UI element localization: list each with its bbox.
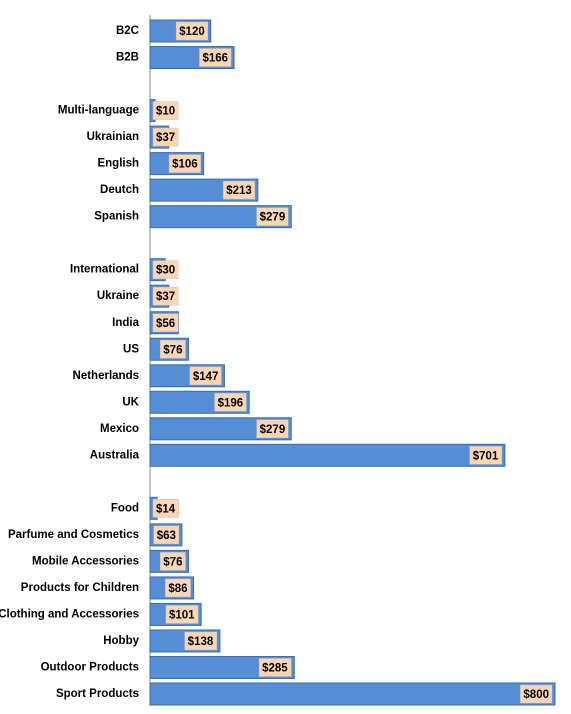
value-label-box — [175, 21, 208, 41]
category-label: Spanish — [94, 211, 139, 223]
category-label: India — [112, 317, 139, 329]
category-label: Ukraine — [97, 290, 139, 302]
category-label: Products for Children — [21, 582, 139, 594]
value-label-box — [222, 180, 256, 200]
value-label: $166 — [202, 53, 228, 65]
category-label: US — [123, 343, 139, 355]
value-label-box — [152, 101, 179, 120]
value-label: $106 — [172, 159, 198, 171]
category-label: B2B — [116, 52, 139, 64]
value-label-box — [152, 313, 179, 332]
category-label: Multi-language — [58, 105, 139, 117]
value-label: $37 — [156, 132, 175, 144]
category-label: International — [70, 264, 139, 276]
value-label-box — [256, 207, 289, 226]
category-label: Outdoor Products — [41, 662, 139, 674]
value-label: $120 — [179, 26, 205, 38]
category-label: Sport Products — [56, 688, 139, 700]
category-label: Mobile Accessories — [32, 555, 139, 567]
value-label-box — [160, 339, 186, 359]
value-label-box — [469, 446, 503, 465]
category-label: Australia — [90, 449, 140, 461]
value-label: $86 — [168, 583, 187, 595]
bar — [149, 682, 556, 706]
value-label: $138 — [188, 636, 214, 648]
value-label-box — [199, 48, 232, 67]
value-label: $56 — [156, 318, 175, 330]
value-label-box — [152, 260, 179, 279]
value-label-box — [168, 154, 201, 173]
category-label: Hobby — [103, 635, 139, 647]
value-label: $279 — [260, 424, 286, 436]
bar — [149, 417, 292, 441]
value-label: $800 — [523, 689, 549, 701]
value-label: $37 — [156, 291, 175, 303]
value-label: $76 — [163, 556, 182, 568]
value-label: $279 — [260, 212, 286, 224]
value-label-box — [153, 525, 180, 545]
value-label: $701 — [473, 450, 499, 462]
value-label: $147 — [193, 371, 219, 383]
category-label: Deutch — [100, 184, 139, 196]
category-label: UK — [122, 396, 139, 408]
category-label: B2C — [116, 25, 139, 37]
value-label-box — [160, 552, 186, 571]
value-label-box — [152, 286, 179, 306]
value-label: $76 — [163, 344, 182, 356]
value-label-box — [184, 631, 218, 651]
value-label-box — [152, 127, 179, 147]
value-label-box — [189, 366, 222, 386]
value-label-box — [165, 578, 191, 598]
category-label: Clothing and Accessories — [0, 608, 139, 620]
value-label: $101 — [169, 609, 195, 621]
value-label: $285 — [262, 663, 288, 675]
category-label: Ukrainian — [87, 131, 139, 143]
value-label-box — [165, 605, 199, 624]
category-label: Food — [111, 502, 139, 514]
category-label: English — [97, 158, 139, 170]
value-label-box — [152, 499, 180, 518]
category-label: Netherlands — [73, 370, 139, 382]
bar — [149, 443, 506, 467]
bar — [149, 205, 292, 229]
value-label: $10 — [156, 106, 175, 118]
value-label: $14 — [156, 503, 176, 515]
value-label-box — [258, 658, 292, 677]
value-label-box — [520, 684, 553, 704]
value-label: $63 — [157, 530, 176, 542]
category-label: Mexico — [100, 423, 139, 435]
value-label: $213 — [226, 185, 252, 197]
category-label: Parfume and Cosmetics — [8, 529, 139, 541]
value-label-box — [214, 393, 247, 412]
value-label: $196 — [218, 397, 244, 409]
bar — [149, 655, 295, 679]
value-label-box — [256, 419, 289, 439]
value-label: $30 — [156, 265, 175, 277]
